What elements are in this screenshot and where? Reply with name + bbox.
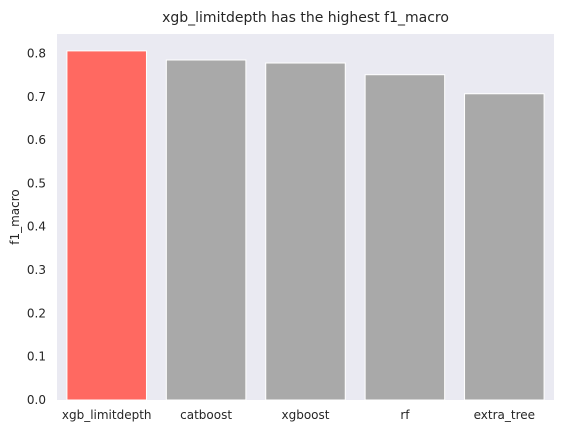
x-tick-label: extra_tree xyxy=(474,408,535,422)
chart-title: xgb_limitdepth has the highest f1_macro xyxy=(162,10,449,26)
x-tick-label: xgboost xyxy=(282,408,330,422)
bar-rf xyxy=(364,74,446,401)
y-axis-ticks: 0.0 0.1 0.2 0.3 0.4 0.5 0.6 0.7 0.8 xyxy=(27,46,46,407)
y-tick-label: 0.4 xyxy=(27,220,46,234)
y-tick-label: 0.5 xyxy=(27,176,46,190)
x-tick-label: rf xyxy=(400,408,410,422)
x-tick-label: catboost xyxy=(180,408,232,422)
y-tick-label: 0.1 xyxy=(27,350,46,364)
bar-extra-tree xyxy=(464,93,545,401)
bar-catboost xyxy=(165,59,247,401)
y-tick-label: 0.0 xyxy=(27,393,46,407)
y-tick-label: 0.8 xyxy=(27,46,46,60)
x-axis-ticks: xgb_limitdepth catboost xgboost rf extra_tre… xyxy=(62,408,535,422)
y-tick-label: 0.2 xyxy=(27,306,46,320)
x-tick-label: xgb_limitdepth xyxy=(62,408,152,422)
bar-xgb-limitdepth xyxy=(66,50,147,401)
y-tick-label: 0.3 xyxy=(27,263,46,277)
bar-xgboost xyxy=(265,62,346,401)
y-axis-label: f1_macro xyxy=(8,189,22,245)
bars xyxy=(66,50,545,401)
y-tick-label: 0.7 xyxy=(27,90,46,104)
y-tick-label: 0.6 xyxy=(27,133,46,147)
